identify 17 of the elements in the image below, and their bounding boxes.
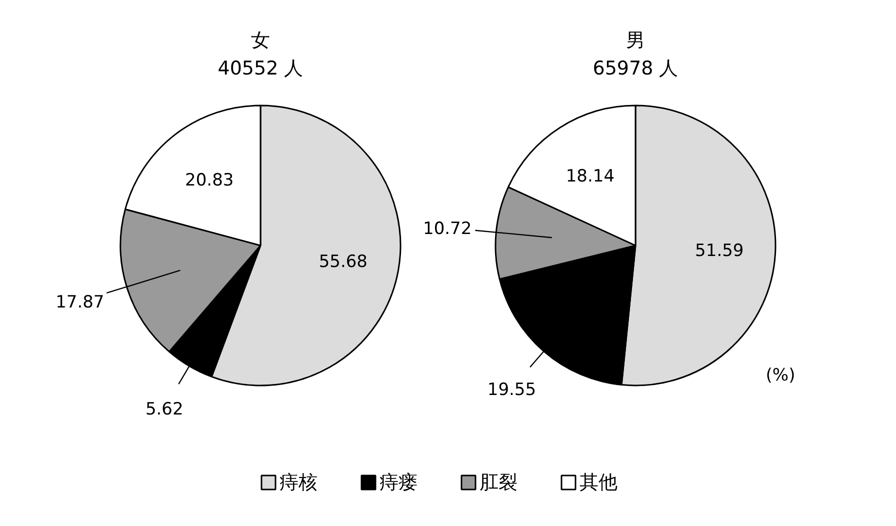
data-label: 17.87 xyxy=(56,292,104,313)
legend-label: 痔瘘 xyxy=(380,472,418,494)
chart-title: 女 xyxy=(251,30,270,52)
data-label: 18.14 xyxy=(566,166,615,186)
text: (%) xyxy=(766,366,796,386)
data-label: 55.68 xyxy=(318,252,368,272)
legend-label: 肛裂 xyxy=(480,472,518,494)
data-label: 51.59 xyxy=(695,241,744,262)
chart-subtitle: 40552 人 xyxy=(218,58,304,80)
chart-subtitle: 65978 人 xyxy=(592,58,678,80)
data-label: 5.62 xyxy=(145,400,184,420)
legend-label: 痔核 xyxy=(280,472,318,494)
data-label: 10.72 xyxy=(423,219,472,240)
data-label: 19.55 xyxy=(487,380,536,400)
chart-title: 男 xyxy=(626,30,645,52)
legend-label: 其他 xyxy=(580,472,618,494)
data-label: 20.83 xyxy=(185,170,234,190)
